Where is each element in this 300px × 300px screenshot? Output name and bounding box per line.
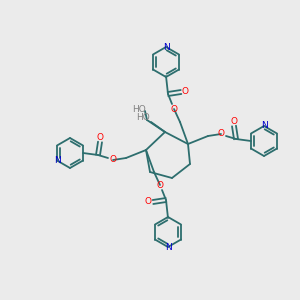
Text: N: N bbox=[54, 156, 60, 165]
Text: N: N bbox=[261, 122, 267, 130]
Text: HO: HO bbox=[132, 104, 146, 113]
Text: HO: HO bbox=[136, 112, 150, 122]
Text: O: O bbox=[218, 130, 224, 139]
Text: O: O bbox=[145, 197, 152, 206]
Text: O: O bbox=[157, 181, 164, 190]
Text: O: O bbox=[97, 133, 104, 142]
Text: O: O bbox=[230, 116, 238, 125]
Text: N: N bbox=[163, 43, 170, 52]
Text: N: N bbox=[165, 242, 171, 251]
Text: O: O bbox=[170, 104, 178, 113]
Text: O: O bbox=[110, 155, 116, 164]
Text: O: O bbox=[182, 88, 188, 97]
